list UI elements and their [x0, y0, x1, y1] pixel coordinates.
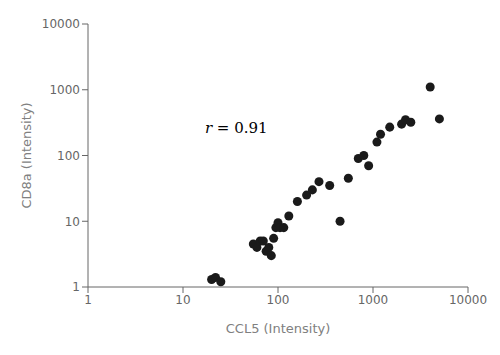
svg-text:CCL5 (Intensity): CCL5 (Intensity)	[226, 321, 331, 336]
svg-text:10: 10	[65, 215, 80, 229]
svg-text:1000: 1000	[358, 293, 389, 307]
svg-text:100: 100	[57, 149, 80, 163]
svg-text:1: 1	[84, 293, 92, 307]
svg-text:10000: 10000	[449, 293, 487, 307]
svg-text:100: 100	[267, 293, 290, 307]
svg-text:10: 10	[175, 293, 190, 307]
svg-text:r = 0.91: r = 0.91	[205, 119, 268, 137]
svg-text:1000: 1000	[49, 83, 80, 97]
svg-text:1: 1	[72, 280, 80, 294]
svg-text:10000: 10000	[42, 17, 80, 31]
svg-text:CD8a (Intensity): CD8a (Intensity)	[19, 102, 34, 208]
